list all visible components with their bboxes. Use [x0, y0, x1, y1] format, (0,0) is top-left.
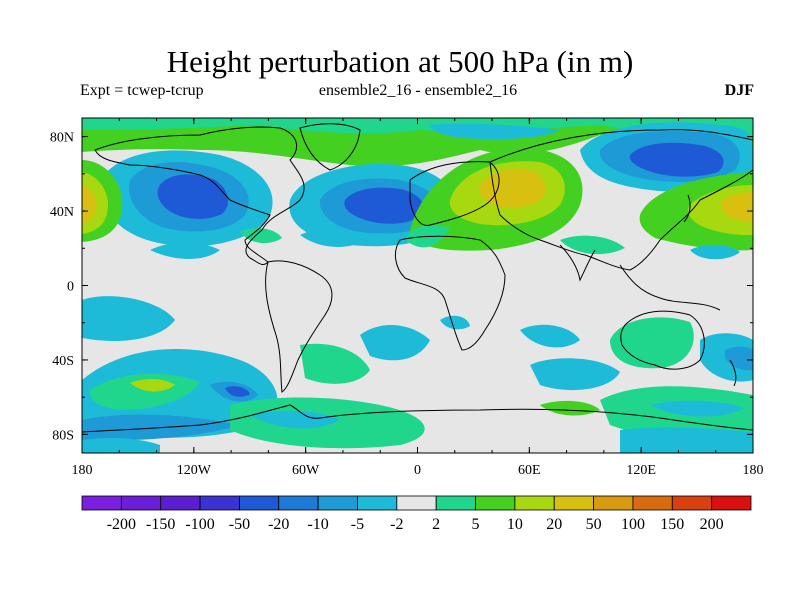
contour-cyan-s-america	[360, 324, 430, 361]
colorbar-swatch	[632, 495, 673, 511]
contour-cyan-e-southern-ocean-inner	[650, 400, 745, 417]
axis-labels: 180 120W 60W 0 60E 120E 180 80N 40N 0 40S 80S	[50, 131, 764, 478]
axis-ticks	[81, 118, 754, 453]
map-title: Height perturbation at 500 hPa (in m)	[166, 44, 634, 79]
coastline-greenland	[299, 123, 361, 171]
colorbar-label: -100	[185, 516, 214, 533]
colorbar-label: 100	[621, 516, 645, 533]
colorbar-label: -20	[268, 516, 289, 533]
colorbar-swatch	[317, 495, 358, 511]
colorbar-label: 50	[586, 516, 602, 533]
coastline-se-asia	[619, 264, 721, 311]
experiment-label: Expt = tcwep-tcrup	[80, 82, 204, 99]
colorbar-label: -2	[390, 516, 403, 533]
lon-tick-label: 120W	[177, 463, 212, 478]
coastline-africa	[394, 235, 506, 351]
ensemble-label: ensemble2_16 - ensemble2_16	[318, 82, 518, 99]
colorbar-label: 5	[472, 516, 480, 533]
contour-cyan-antarctic-east	[620, 427, 753, 453]
colorbar-swatch	[435, 495, 476, 511]
lon-tick-label: 60E	[518, 463, 541, 478]
contour-blue-north-atlantic-low	[344, 187, 424, 224]
colorbar-label: 2	[432, 516, 440, 533]
colorbar-swatch	[199, 495, 240, 511]
contour-cyan-e-southern-ocean	[600, 386, 753, 442]
lat-tick-label: 40N	[50, 205, 74, 220]
lat-tick-label: 80N	[50, 131, 74, 146]
colorbar-swatch	[81, 495, 122, 511]
contour-cyan-s-atlantic-band-inner	[250, 410, 340, 429]
coastline-europe	[409, 161, 500, 226]
colorbar-label: -10	[307, 516, 328, 533]
colorbar-label: 150	[660, 516, 684, 533]
season-label: DJF	[724, 82, 754, 99]
colorbar-swatch	[278, 495, 319, 511]
coastline-australia	[620, 310, 705, 370]
contour-cyan-s-indian	[520, 324, 580, 348]
contour-cyan-antarctic-west	[82, 437, 160, 453]
colorbar-swatch	[593, 495, 634, 511]
colorbar-label: -150	[146, 516, 175, 533]
coastlines	[82, 123, 753, 433]
contour-yellowgreen-southern-ocean-west	[130, 379, 175, 392]
colorbar-swatch	[475, 495, 516, 511]
contour-yellow-west-edge	[82, 185, 97, 224]
contour-cyan-north-atlantic	[430, 123, 560, 140]
lon-tick-label: 180	[72, 463, 93, 478]
colorbar-swatch	[553, 495, 594, 511]
coastline-japan	[683, 194, 691, 223]
colorbar-label: -50	[229, 516, 250, 533]
coastline-new-zealand	[729, 359, 737, 387]
coastline-south-america	[265, 260, 333, 393]
colorbar-label: 200	[700, 516, 724, 533]
contour-cyan-w-pacific	[690, 244, 740, 260]
colorbar-swatch	[160, 495, 201, 511]
colorbar-label: -5	[351, 516, 364, 533]
contour-yellow-nw-pacific	[722, 192, 753, 222]
contour-light-green-arctic	[82, 118, 753, 137]
colorbar-swatch	[357, 495, 398, 511]
colorbar-labels: -200 -150 -100 -50 -20 -10 -5 -2 2 5 10 20 50 100 150 2…	[107, 516, 724, 533]
contour-cyan-s-atlantic-band	[300, 343, 370, 384]
contour-blue-north-pacific	[157, 174, 229, 219]
colorbar-label: 10	[507, 516, 523, 533]
colorbar-swatch	[396, 495, 437, 511]
colorbar-swatch	[514, 495, 555, 511]
lat-tick-label: 40S	[52, 354, 74, 369]
contour-cyan-tropical-pacific	[150, 242, 220, 259]
lon-tick-label: 0	[414, 463, 421, 478]
contour-green-arctic	[82, 118, 753, 167]
contour-green-southern-ocean-west	[89, 373, 200, 410]
contour-green-n-indian	[560, 235, 625, 255]
coastline-asia	[489, 129, 753, 271]
lon-tick-label: 60W	[292, 463, 320, 478]
colorbar-swatch	[239, 495, 280, 511]
coastline-india	[559, 244, 596, 282]
contour-green-s-indian-band	[540, 400, 600, 416]
colorbar	[81, 495, 752, 511]
contour-cyan-caribbean	[300, 228, 365, 247]
colorbar-swatch	[120, 495, 162, 511]
contour-blue-southern-ocean-west	[225, 386, 250, 397]
contour-cyan-s-atlantic	[440, 315, 470, 330]
colorbar-swatch	[711, 495, 752, 511]
lon-tick-label: 120E	[626, 463, 656, 478]
colorbar-swatch	[671, 495, 713, 511]
contour-fields	[82, 118, 753, 453]
colorbar-label: -200	[107, 516, 136, 533]
coastline-north-america	[94, 126, 305, 265]
contour-cyan-s-pacific	[82, 296, 175, 341]
colorbar-label: 20	[546, 516, 562, 533]
contour-green-central-america	[240, 228, 282, 244]
lat-tick-label: 80S	[52, 428, 74, 443]
lat-tick-label: 0	[67, 280, 74, 295]
coastline-antarctica	[82, 404, 753, 433]
contour-blue-siberia	[629, 142, 724, 177]
contour-cyan-s-indian-east	[530, 358, 620, 391]
lon-tick-label: 180	[743, 463, 764, 478]
